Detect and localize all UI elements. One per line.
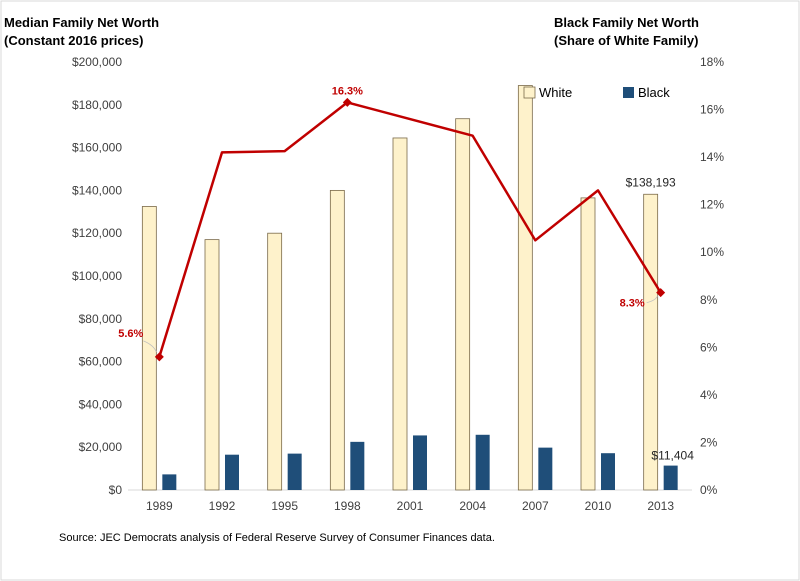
bar-black <box>287 453 302 490</box>
ratio-marker <box>342 97 352 107</box>
left-tick-label: $160,000 <box>72 141 122 155</box>
label-ratio-2013: 8.3% <box>620 298 645 310</box>
left-tick-label: $40,000 <box>79 397 123 411</box>
right-axis-title-line1: Black Family Net Worth <box>554 15 699 30</box>
bar-black <box>475 434 490 490</box>
ratio-marker <box>656 288 666 298</box>
bar-black <box>350 441 365 490</box>
x-tick-label: 1995 <box>271 499 298 513</box>
left-tick-label: $120,000 <box>72 226 122 240</box>
bar-black <box>663 465 678 490</box>
bar-white <box>392 137 408 491</box>
right-axis-title-line2: (Share of White Family) <box>554 33 698 48</box>
left-axis-title-line1: Median Family Net Worth <box>4 15 159 30</box>
left-tick-label: $140,000 <box>72 183 122 197</box>
x-tick-label: 2001 <box>397 499 424 513</box>
legend-swatch-black <box>623 87 634 98</box>
right-tick-label: 4% <box>700 388 718 402</box>
bar-white <box>204 239 220 491</box>
bar-white <box>141 206 157 491</box>
leader-ratio-2013 <box>646 295 659 304</box>
bar-white <box>517 85 533 491</box>
bar-black <box>538 447 553 490</box>
label-ratio-1998: 16.3% <box>332 85 363 97</box>
right-tick-label: 10% <box>700 245 724 259</box>
bar-white <box>643 193 659 491</box>
label-ratio-1989: 5.6% <box>118 328 143 340</box>
bar-white <box>329 189 345 491</box>
x-tick-label: 2007 <box>522 499 549 513</box>
bar-black <box>225 454 239 490</box>
bar-white <box>455 118 471 491</box>
right-tick-label: 14% <box>700 150 724 164</box>
left-tick-label: $20,000 <box>79 440 123 454</box>
right-tick-label: 8% <box>700 293 718 307</box>
label-black-2013: $11,404 <box>651 449 694 463</box>
x-tick-label: 1998 <box>334 499 361 513</box>
legend-label-white: White <box>539 85 572 100</box>
left-tick-label: $60,000 <box>79 355 123 369</box>
bar-white <box>267 232 283 491</box>
bar-white <box>580 197 596 491</box>
x-tick-label: 1992 <box>209 499 236 513</box>
label-white-2013: $138,193 <box>626 175 676 189</box>
x-tick-label: 2004 <box>459 499 486 513</box>
x-tick-label: 2013 <box>647 499 674 513</box>
left-tick-label: $180,000 <box>72 98 122 112</box>
ratio-line <box>158 101 662 358</box>
right-tick-label: 6% <box>700 340 718 354</box>
left-axis-title-line2: (Constant 2016 prices) <box>4 33 143 48</box>
x-tick-label: 1989 <box>146 499 173 513</box>
left-tick-label: $0 <box>109 483 123 497</box>
x-tick-label: 2010 <box>585 499 612 513</box>
bar-black <box>413 435 427 490</box>
bar-black <box>162 474 177 490</box>
bar-black <box>601 453 615 490</box>
left-tick-label: $80,000 <box>79 312 123 326</box>
right-tick-label: 16% <box>700 103 724 117</box>
legend-swatch-white <box>523 86 536 99</box>
right-tick-label: 12% <box>700 198 724 212</box>
left-tick-label: $200,000 <box>72 55 122 69</box>
ratio-marker <box>154 352 164 362</box>
right-tick-label: 18% <box>700 55 724 69</box>
right-tick-label: 0% <box>700 483 718 497</box>
source-note: Source: JEC Democrats analysis of Federa… <box>59 532 495 544</box>
left-tick-label: $100,000 <box>72 269 122 283</box>
legend-label-black: Black <box>638 85 670 100</box>
right-tick-label: 2% <box>700 435 718 449</box>
legend: White Black <box>523 85 670 100</box>
leader-ratio-1989 <box>143 340 157 353</box>
